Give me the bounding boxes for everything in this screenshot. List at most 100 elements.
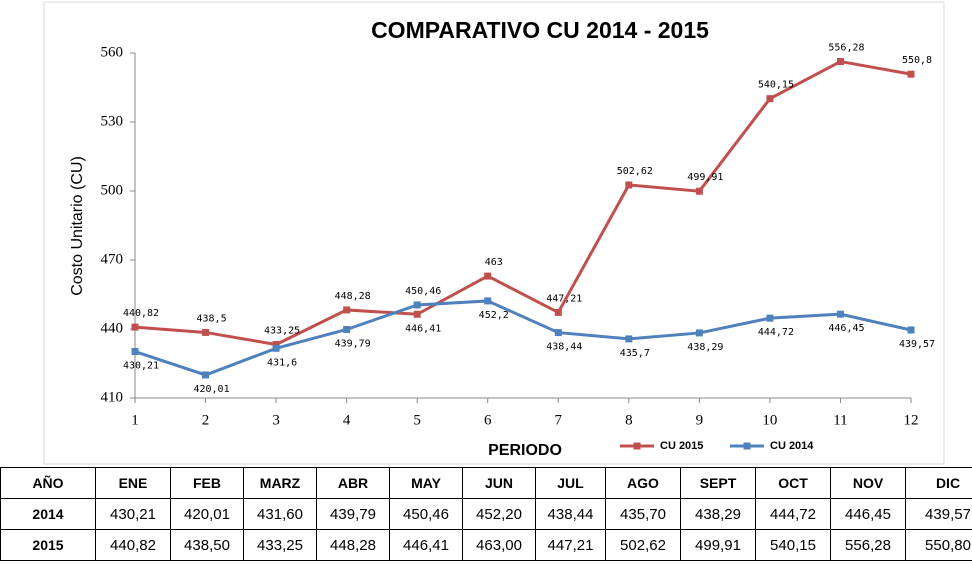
data-label: 556,28 [828, 43, 864, 54]
x-tick-label: 6 [484, 412, 492, 428]
point-marker [907, 70, 915, 78]
y-tick-label: 440 [101, 320, 124, 336]
point-marker [272, 341, 280, 349]
table-cell: MARZ [243, 467, 317, 499]
y-tick-label: 410 [101, 389, 124, 405]
table-cell: MAY [389, 467, 463, 499]
data-label: 450,46 [405, 286, 441, 297]
data-label: 502,62 [617, 166, 653, 177]
data-label: 430,21 [123, 361, 159, 372]
table-cell: DIC [905, 467, 972, 499]
x-axis-label: PERIODO [488, 442, 562, 459]
point-marker [413, 310, 421, 318]
data-label: 438,29 [687, 342, 723, 353]
point-marker [695, 187, 703, 195]
x-tick-label: 2 [202, 412, 210, 428]
data-label: 433,25 [264, 326, 300, 337]
data-label: 448,28 [335, 291, 371, 302]
y-tick-label: 500 [101, 182, 124, 198]
data-label: 438,44 [546, 342, 582, 353]
legend-label: CU 2015 [660, 440, 703, 452]
data-label: 446,45 [828, 323, 864, 334]
point-marker [343, 325, 351, 333]
point-marker [766, 95, 774, 103]
chart-title: COMPARATIVO CU 2014 - 2015 [371, 17, 709, 43]
y-tick-label: 560 [101, 44, 124, 60]
data-label: 439,79 [335, 338, 371, 349]
data-label: 452,2 [479, 310, 509, 321]
table-cell: 438,29 [680, 498, 756, 530]
point-marker [413, 301, 421, 309]
table-cell: SEPT [680, 467, 756, 499]
point-marker [202, 328, 210, 336]
data-label: 440,82 [123, 308, 159, 319]
table-cell: 540,15 [755, 529, 831, 561]
data-label: 446,41 [405, 323, 441, 334]
legend-marker [633, 442, 641, 450]
point-marker [766, 314, 774, 322]
data-label: 550,8 [902, 55, 932, 66]
table-cell: 438,44 [535, 498, 606, 530]
table-cell: FEB [170, 467, 244, 499]
table-row: 2015 440,82 438,50 433,25 448,28 446,41 463,00… [0, 529, 972, 561]
data-label: 438,5 [196, 313, 226, 324]
table-cell: 420,01 [170, 498, 244, 530]
table-cell: 447,21 [535, 529, 606, 561]
table-cell: 463,00 [462, 529, 536, 561]
table-row: AÑO ENE FEB MARZ ABR MAY JUN JUL AGO SEPT OCT NOV DI… [0, 467, 972, 499]
series-line [134, 299, 912, 377]
point-marker [554, 308, 562, 316]
legend-marker [743, 442, 751, 450]
table-cell: 440,82 [95, 529, 171, 561]
point-marker [131, 348, 139, 356]
data-label: 447,21 [546, 293, 582, 304]
table-cell: AGO [605, 467, 681, 499]
table-cell: 446,45 [830, 498, 906, 530]
table-cell: 431,60 [243, 498, 317, 530]
x-tick-label: 12 [904, 412, 919, 428]
table-cell: 433,25 [243, 529, 317, 561]
point-marker [695, 329, 703, 337]
table-cell: 452,20 [462, 498, 536, 530]
table-cell: 430,21 [95, 498, 171, 530]
x-tick-label: 7 [555, 412, 563, 428]
data-label: 435,7 [620, 348, 650, 359]
table-cell: 499,91 [680, 529, 756, 561]
point-marker [836, 310, 844, 318]
data-label: 463 [485, 257, 503, 268]
table-cell: ABR [316, 467, 390, 499]
table-cell: 439,57 [905, 498, 972, 530]
table-cell: 435,70 [605, 498, 681, 530]
data-label: 499,91 [687, 172, 723, 183]
chart-frame [43, 1, 945, 465]
table-cell: 439,79 [316, 498, 390, 530]
table-cell: 448,28 [316, 529, 390, 561]
table-cell: 502,62 [605, 529, 681, 561]
table-cell: JUL [535, 467, 606, 499]
data-label: 420,01 [193, 384, 229, 395]
table-cell: 556,28 [830, 529, 906, 561]
table-cell: JUN [462, 467, 536, 499]
data-label: 444,72 [758, 327, 794, 338]
point-marker [554, 329, 562, 337]
x-tick-label: 8 [625, 412, 633, 428]
point-marker [202, 371, 210, 379]
point-marker [272, 344, 280, 352]
chart: COMPARATIVO CU 2014 - 2015 Costo Unitari… [43, 1, 945, 465]
point-marker [484, 272, 492, 280]
point-marker [484, 297, 492, 305]
y-axis-label: Costo Unitario (CU) [69, 156, 86, 296]
x-tick-label: 5 [413, 412, 421, 428]
table-row: 2014 430,21 420,01 431,60 439,79 450,46 452,20… [0, 498, 972, 530]
table-cell: 444,72 [755, 498, 831, 530]
x-tick-label: 9 [696, 412, 704, 428]
table-cell: NOV [830, 467, 906, 499]
legend-label: CU 2014 [770, 440, 814, 452]
point-marker [625, 181, 633, 189]
table-cell: 446,41 [389, 529, 463, 561]
data-label: 540,15 [758, 80, 794, 91]
point-marker [131, 323, 139, 331]
table-cell: OCT [755, 467, 831, 499]
x-tick-label: 10 [762, 412, 777, 428]
